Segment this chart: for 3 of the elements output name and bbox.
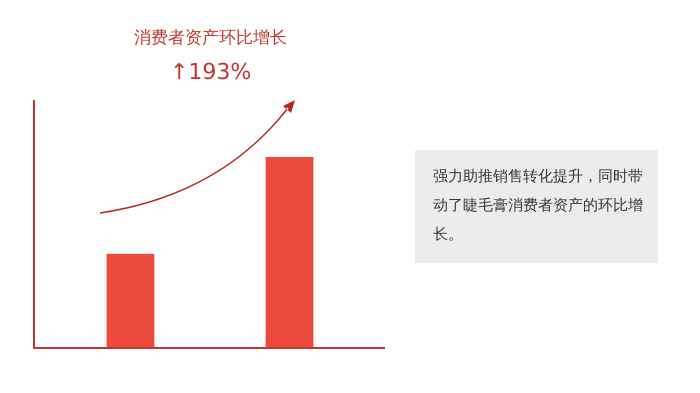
chart-subtitle: ↑193% (170, 60, 252, 85)
chart-title: 消费者资产环比增长 (134, 28, 287, 48)
text: 强力助推销售转化提升，同时带动了睫毛膏消费者资产的环比增长。 (415, 150, 658, 263)
